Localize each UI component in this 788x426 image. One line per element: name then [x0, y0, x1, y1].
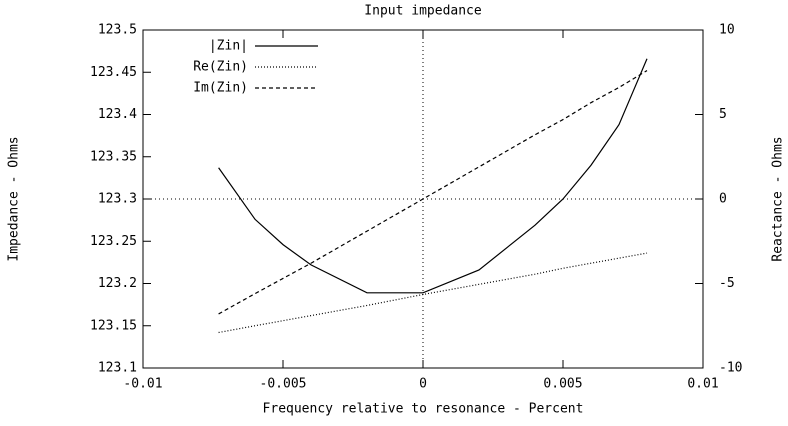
- y2-tick-label: -10: [719, 361, 742, 376]
- y-tick-label: 123.4: [98, 107, 137, 122]
- legend-label: |Zin|: [209, 39, 248, 54]
- y2-tick-label: -5: [719, 276, 735, 291]
- y-tick-label: 123.2: [98, 276, 137, 291]
- legend-label: Re(Zin): [193, 60, 248, 75]
- y-tick-label: 123.3: [98, 192, 137, 207]
- x-axis-label: Frequency relative to resonance - Percen…: [263, 402, 584, 417]
- x-tick-label: 0.01: [687, 377, 718, 392]
- y-tick-label: 123.25: [90, 234, 137, 249]
- y2-axis-label: Reactance - Ohms: [771, 136, 786, 261]
- y-tick-label: 123.1: [98, 361, 137, 376]
- series-line: [218, 252, 648, 334]
- y-tick-label: 123.5: [98, 23, 137, 38]
- x-tick-label: -0.005: [260, 377, 307, 392]
- y2-tick-label: 10: [719, 23, 735, 38]
- y-axis-label: Impedance - Ohms: [7, 136, 22, 261]
- x-tick-label: -0.01: [123, 377, 162, 392]
- y2-tick-label: 5: [719, 107, 727, 122]
- y-tick-label: 123.35: [90, 149, 137, 164]
- series-line: [218, 58, 648, 294]
- x-tick-label: 0.005: [543, 377, 582, 392]
- legend-label: Im(Zin): [193, 81, 248, 96]
- chart-title: Input impedance: [364, 4, 482, 19]
- y2-tick-label: 0: [719, 192, 727, 207]
- y-tick-label: 123.15: [90, 318, 137, 333]
- y-tick-label: 123.45: [90, 65, 137, 80]
- series-line: [218, 70, 648, 315]
- x-tick-label: 0: [419, 377, 427, 392]
